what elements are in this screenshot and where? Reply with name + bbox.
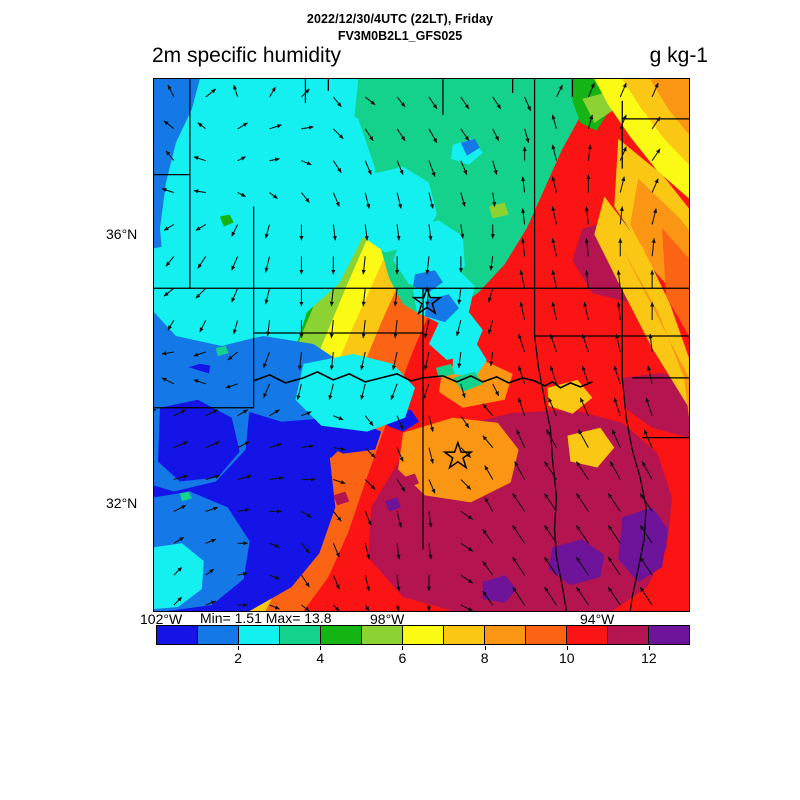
colorbar-tick-label: 8: [480, 650, 489, 666]
variable-title: 2m specific humidity: [152, 44, 342, 67]
colorbar-segment: [485, 626, 526, 644]
colorbar-segment: [198, 626, 239, 644]
units-label: g kg-1: [649, 44, 708, 67]
map-plot-area: 8: [153, 78, 690, 612]
colorbar-segment: [649, 626, 689, 644]
colorbar-tick: [402, 646, 404, 650]
lon-label-102w: 102°W: [140, 611, 183, 627]
humidity-field-canvas: [154, 79, 689, 611]
colorbar-segment: [526, 626, 567, 644]
lat-label-32n: 32°N: [106, 495, 138, 511]
colorbar-tick: [484, 646, 486, 650]
figure-model-title: FV3M0B2L1_GFS025: [337, 29, 463, 43]
colorbar-segment: [362, 626, 403, 644]
colorbar-tick-label: 4: [316, 650, 325, 666]
colorbar-tick-label: 6: [398, 650, 407, 666]
lon-label-98w: 98°W: [370, 611, 405, 627]
lon-label-94w: 94°W: [580, 611, 615, 627]
colorbar-tick: [320, 646, 322, 650]
colorbar-segment: [608, 626, 649, 644]
min-max-annotation: Min= 1.51 Max= 13.8: [200, 610, 332, 626]
colorbar-tick: [238, 646, 240, 650]
colorbar-segment: [444, 626, 485, 644]
colorbar-segment: [280, 626, 321, 644]
colorbar-segment: [567, 626, 608, 644]
colorbar-tick-label: 10: [558, 650, 575, 666]
colorbar-tick-label: 12: [641, 650, 657, 666]
wind-vectors: [161, 82, 661, 611]
colorbar: [156, 625, 690, 645]
colorbar-tick: [648, 646, 650, 650]
lat-label-36n: 36°N: [106, 226, 138, 242]
figure-date-title: 2022/12/30/4UTC (22LT), Friday: [306, 12, 494, 26]
station-markers: [411, 285, 474, 470]
state-boundaries: [154, 79, 689, 611]
colorbar-segment: [321, 626, 362, 644]
colorbar-segment: [403, 626, 444, 644]
colorbar-tick: [566, 646, 568, 650]
colorbar-ticks: 2 4 6 8 10 12: [156, 646, 690, 666]
colorbar-segment: [239, 626, 280, 644]
colorbar-segment: [157, 626, 198, 644]
colorbar-tick-label: 2: [234, 650, 243, 666]
